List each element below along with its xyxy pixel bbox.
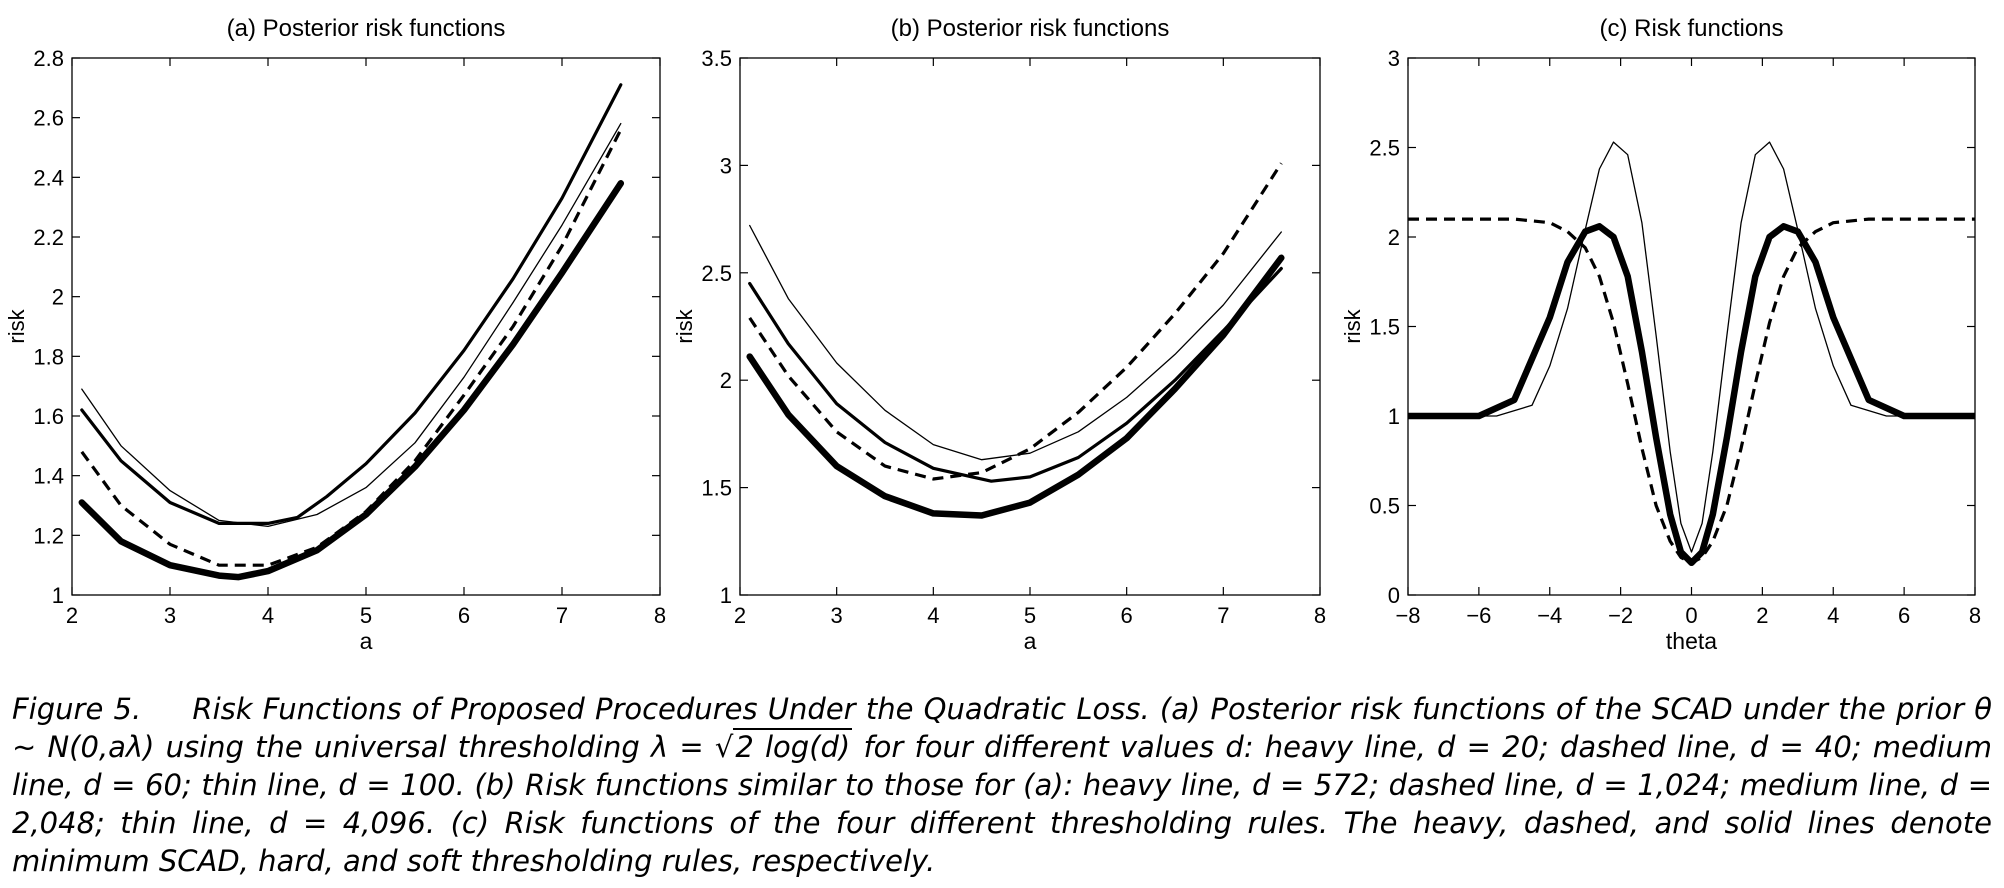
chart2-xtick-label: 4 xyxy=(927,603,939,628)
chart3-ytick-label: 2.5 xyxy=(1369,136,1400,161)
caption-text-part1: Risk Functions of Proposed Procedures Un… xyxy=(12,692,2002,764)
chart3-xtick-label: 6 xyxy=(1898,603,1910,628)
chart1-ytick-label: 1 xyxy=(52,583,64,608)
caption-text-part2: for four different values d: heavy line,… xyxy=(12,730,2002,878)
chart1-series-thin-line xyxy=(81,122,622,528)
chart1-xtick-label: 6 xyxy=(458,603,470,628)
chart3-series-dashed-line xyxy=(1408,217,1975,565)
chart3-ytick-label: 0.5 xyxy=(1369,494,1400,519)
chart3-xtick-label: 8 xyxy=(1969,603,1981,628)
chart1-ytick-label: 2 xyxy=(52,285,64,310)
chart2-xtick-label: 8 xyxy=(1314,603,1326,628)
chart2-series-medium-line xyxy=(748,266,1283,483)
chart1-title: (a) Posterior risk functions xyxy=(227,15,506,42)
chart1-xtick-label: 4 xyxy=(262,603,274,628)
chart2-ytick-label: 2 xyxy=(720,368,732,393)
chart2-series-heavy-line xyxy=(746,254,1285,519)
chart3-xlabel: theta xyxy=(1666,628,1717,654)
caption-figure-label: Figure 5. xyxy=(12,692,142,726)
chart3-ytick-label: 2 xyxy=(1388,225,1400,250)
chart3-plot-frame xyxy=(1407,57,1976,596)
chart1-ytick-label: 2.6 xyxy=(33,106,64,131)
chart1-xtick-label: 7 xyxy=(556,603,568,628)
chart3-xtick-label: −8 xyxy=(1395,603,1420,628)
chart3-xtick-label: −6 xyxy=(1466,603,1491,628)
chart1-series-dashed-line xyxy=(80,128,623,567)
chart2-xtick-label: 2 xyxy=(734,603,746,628)
chart1-xlabel: a xyxy=(360,628,373,654)
chart1-series-heavy-line xyxy=(78,180,625,581)
chart2-xtick-label: 6 xyxy=(1121,603,1133,628)
chart2-xtick-label: 5 xyxy=(1024,603,1036,628)
chart2-ytick-label: 3 xyxy=(720,153,732,178)
figure-charts: 2 3 4 5 6 7 8 1 1.2 1.4 1.6 1.8 2 2.2 2.4 2.6 2.8 (a) Pos… xyxy=(4,15,1981,654)
chart2-ytick-label: 3.5 xyxy=(701,46,732,71)
chart2: 2 3 4 5 6 7 8 1 1.5 2 2.5 3 3.5 (b) Posterior risk fu… xyxy=(672,15,1326,654)
chart3-xtick-label: −4 xyxy=(1537,603,1562,628)
chart1-ytick-label: 1.6 xyxy=(33,404,64,429)
chart2-xtick-label: 7 xyxy=(1217,603,1229,628)
chart3: −8 −6 −4 −2 0 2 4 6 8 0 0.5 1 1.5 2 2.5 3 (c) Risk funct… xyxy=(1340,15,1981,654)
chart1-ytick-label: 2.2 xyxy=(33,225,64,250)
chart1-ytick-label: 1.4 xyxy=(33,464,64,489)
chart2-series-thin-line xyxy=(749,224,1282,461)
chart3-series-heavy-line xyxy=(1408,223,1975,567)
chart1-ytick-label: 2.8 xyxy=(33,46,64,71)
figure-caption: Figure 5. Risk Functions of Proposed Pro… xyxy=(12,690,1992,880)
chart1-ytick-label: 1.2 xyxy=(33,523,64,548)
chart1-ytick-label: 2.4 xyxy=(33,165,64,190)
chart2-ytick-label: 1 xyxy=(720,583,732,608)
chart1: 2 3 4 5 6 7 8 1 1.2 1.4 1.6 1.8 2 2.2 2.4 2.6 2.8 (a) Pos… xyxy=(4,15,666,654)
chart1-ytick-label: 1.8 xyxy=(33,344,64,369)
chart1-xtick-label: 8 xyxy=(654,603,666,628)
chart1-ylabel: risk xyxy=(4,308,29,343)
chart1-xtick-label: 3 xyxy=(164,603,176,628)
chart2-ylabel: risk xyxy=(672,308,697,343)
chart1-xtick-label: 5 xyxy=(360,603,372,628)
chart3-ytick-label: 3 xyxy=(1388,46,1400,71)
chart1-xtick-label: 2 xyxy=(66,603,78,628)
chart3-ytick-label: 1 xyxy=(1388,404,1400,429)
chart2-ytick-label: 2.5 xyxy=(701,261,732,286)
chart3-title: (c) Risk functions xyxy=(1599,15,1783,42)
chart3-series-thin-line xyxy=(1408,141,1975,553)
chart2-title: (b) Posterior risk functions xyxy=(891,15,1170,42)
chart2-series-dashed-line xyxy=(748,162,1283,481)
chart2-ytick-label: 1.5 xyxy=(701,476,732,501)
chart3-xtick-label: 4 xyxy=(1827,603,1839,628)
chart3-xtick-label: −2 xyxy=(1608,603,1633,628)
chart3-xtick-label: 0 xyxy=(1685,603,1697,628)
chart3-ytick-label: 1.5 xyxy=(1369,315,1400,340)
chart2-xtick-label: 3 xyxy=(831,603,843,628)
chart1-series-medium-line xyxy=(80,83,623,525)
chart3-ytick-label: 0 xyxy=(1388,583,1400,608)
chart3-ylabel: risk xyxy=(1340,308,1365,343)
chart3-xtick-label: 2 xyxy=(1756,603,1768,628)
chart2-xlabel: a xyxy=(1024,628,1037,654)
caption-sqrt-content: 2 log(d) xyxy=(733,728,853,764)
